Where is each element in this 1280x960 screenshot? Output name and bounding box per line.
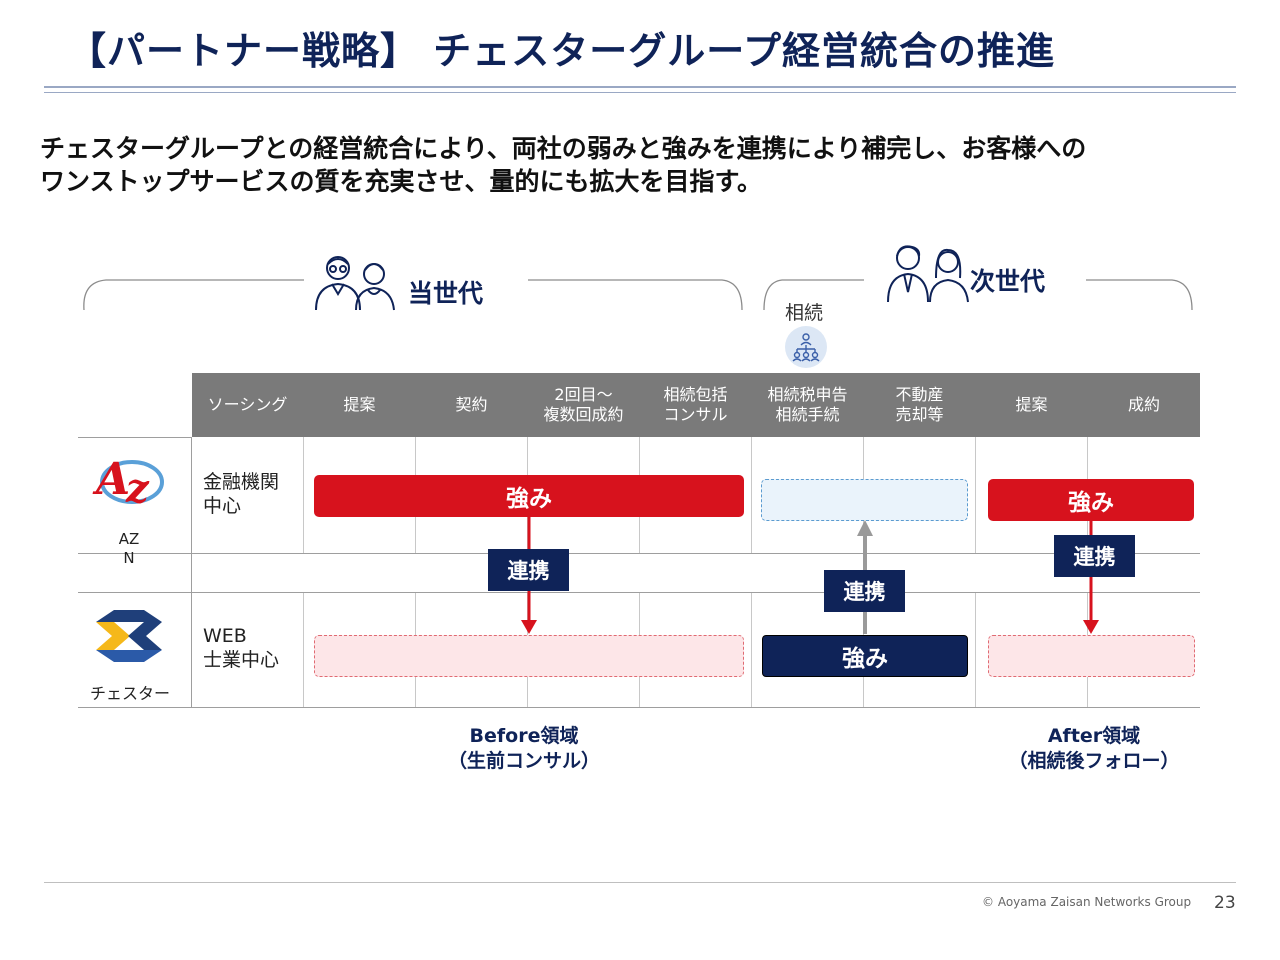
before-link-arrowhead xyxy=(521,620,537,634)
lead-line-1: チェスターグループとの経営統合により、両社の弱みと強みを連携により補完し、お客様… xyxy=(40,134,1087,163)
lead-text: チェスターグループとの経営統合により、両社の弱みと強みを連携により補完し、お客様… xyxy=(40,132,1086,198)
column-header-proposal-after: 提案 xyxy=(976,373,1087,437)
azn-before-strength-bar: 強み xyxy=(314,475,744,517)
elderly-couple-icon xyxy=(315,256,395,311)
next-bracket-right xyxy=(1086,279,1193,311)
current-bracket-right xyxy=(528,279,743,311)
grid-vline xyxy=(191,437,192,707)
after-link-label: 連携 xyxy=(1054,535,1135,577)
inheritance-link-arrowhead xyxy=(857,520,873,536)
column-header-real-estate: 不動産 売却等 xyxy=(864,373,975,437)
grid-vline xyxy=(751,592,752,707)
grid-vline xyxy=(975,437,976,553)
inheritance-link-label: 連携 xyxy=(824,570,905,612)
next-bracket-left xyxy=(763,279,864,311)
page-number: 23 xyxy=(1214,893,1236,913)
azn-logo-icon: A z xyxy=(92,454,164,508)
copyright-text: © Aoyama Zaisan Networks Group xyxy=(982,895,1192,909)
grid-hline xyxy=(78,707,1200,708)
grid-hline xyxy=(78,592,1200,593)
current-bracket-left xyxy=(83,279,304,311)
generation-brackets xyxy=(83,279,1193,311)
young-couple-icon xyxy=(887,245,969,303)
azn-logo-caption: AZ N xyxy=(118,530,140,567)
chester-before-placeholder xyxy=(314,635,744,677)
column-header-sourcing: ソーシング xyxy=(192,373,303,437)
current-generation-label: 当世代 xyxy=(408,279,484,308)
chester-logo-icon xyxy=(96,610,162,662)
chester-after-placeholder xyxy=(988,635,1195,677)
svg-text:A: A xyxy=(92,454,130,505)
azn-inheritance-placeholder xyxy=(761,479,968,521)
grid-vline xyxy=(303,592,304,707)
azn-row-label: 金融機関 中心 xyxy=(203,471,280,517)
next-generation-label: 次世代 xyxy=(970,267,1046,296)
after-area-label: After領域 （相続後フォロー） xyxy=(1008,725,1180,772)
column-header-closing: 成約 xyxy=(1088,373,1200,437)
before-link-label: 連携 xyxy=(488,549,569,591)
page-title: 【パートナー戦略】 チェスターグループ経営統合の推進 xyxy=(68,29,1055,73)
after-link-arrowhead xyxy=(1083,620,1099,634)
grid-vline xyxy=(975,592,976,707)
chester-row-label: WEB 士業中心 xyxy=(203,625,280,671)
column-header-tax-filing: 相続税申告 相続手続 xyxy=(752,373,863,437)
grid-vline xyxy=(751,437,752,553)
lead-line-2: ワンストップサービスの質を充実させ、量的にも拡大を目指す。 xyxy=(40,167,763,196)
chester-inheritance-strength-bar: 強み xyxy=(762,635,968,677)
column-header-proposal: 提案 xyxy=(304,373,415,437)
azn-after-strength-bar: 強み xyxy=(988,479,1194,521)
column-header-repeat-deals: 2回目～ 複数回成約 xyxy=(528,373,639,437)
title-underline-thin xyxy=(44,92,1236,93)
column-header-inheritance-consulting: 相続包括 コンサル xyxy=(640,373,751,437)
column-header-contract: 契約 xyxy=(416,373,527,437)
inheritance-label: 相続 xyxy=(785,302,824,324)
svg-text:z: z xyxy=(125,465,150,508)
title-underline xyxy=(44,86,1236,88)
grid-vline xyxy=(303,437,304,553)
grid-hline xyxy=(78,437,192,438)
chester-logo-caption: チェスター xyxy=(90,684,171,703)
grid-hline xyxy=(78,553,1200,554)
footer-divider xyxy=(44,882,1236,883)
inheritance-family-tree-icon xyxy=(785,326,827,368)
before-area-label: Before領域 （生前コンサル） xyxy=(447,725,600,772)
